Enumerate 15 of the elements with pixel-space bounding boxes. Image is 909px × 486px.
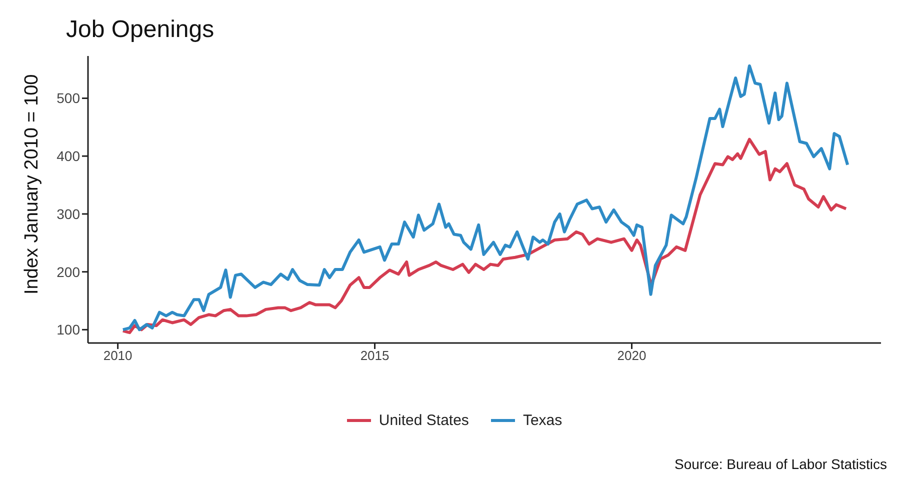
y-tick-label: 200 — [56, 264, 80, 280]
y-tick-label: 400 — [56, 148, 80, 164]
y-tick-label: 300 — [56, 206, 80, 222]
y-tick-label: 100 — [56, 322, 80, 338]
y-axis-title: Index January 2010 = 100 — [22, 74, 43, 294]
x-tick-label: 2020 — [617, 348, 646, 364]
legend-label: Texas — [522, 412, 562, 429]
legend-label: United States — [378, 412, 469, 429]
chart-title: Job Openings — [66, 16, 214, 44]
line-series — [121, 64, 850, 332]
x-tick-label: 2015 — [360, 348, 390, 364]
y-tick-label: 500 — [56, 90, 80, 106]
x-tick-label: 2010 — [103, 348, 132, 364]
source-note: Source: Bureau of Labor Statistics — [674, 456, 887, 472]
line-series — [121, 138, 848, 334]
